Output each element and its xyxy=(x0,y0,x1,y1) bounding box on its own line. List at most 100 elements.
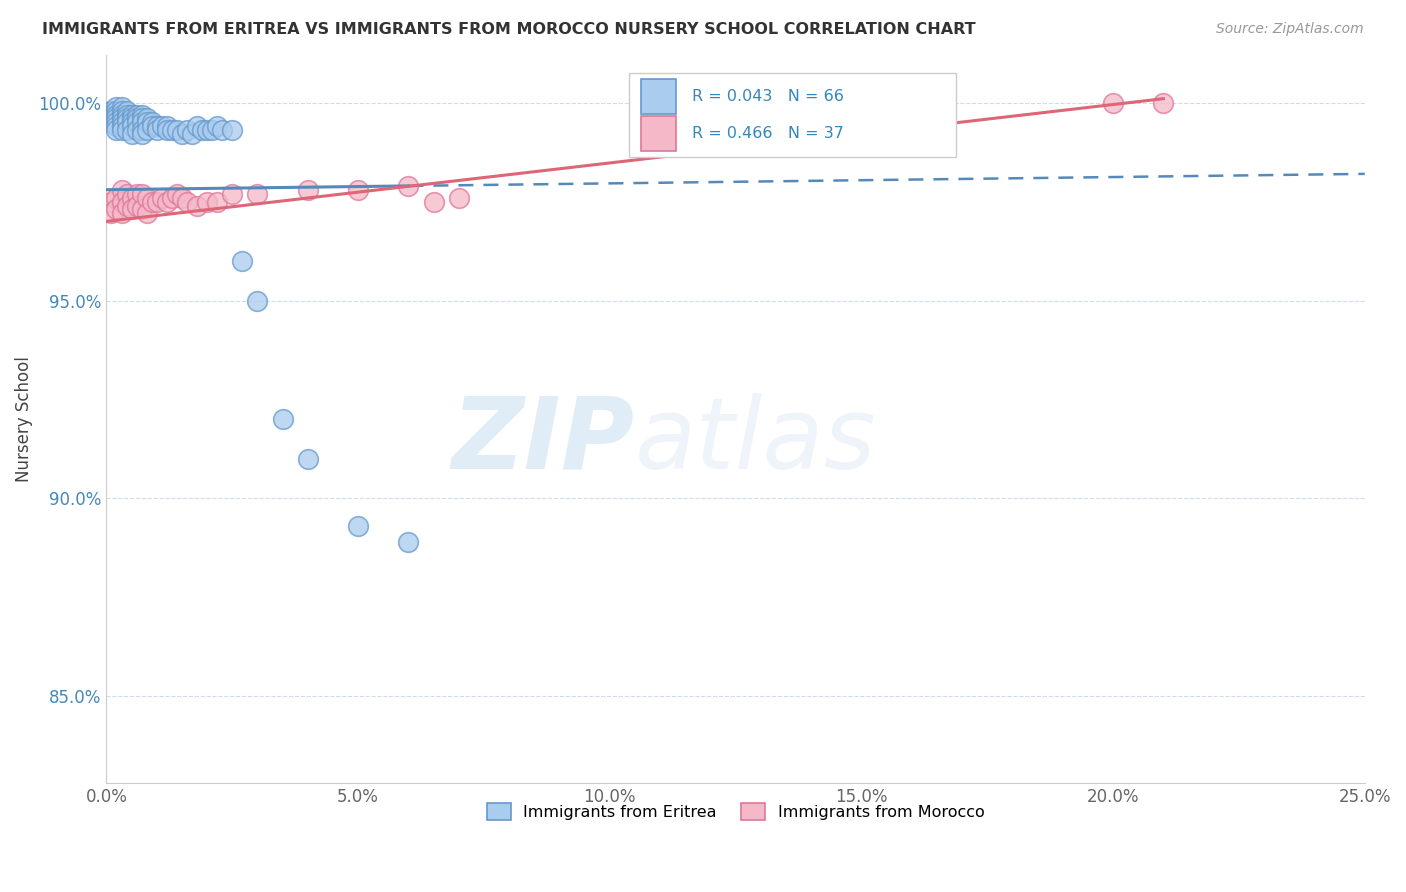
Point xyxy=(231,254,253,268)
Point xyxy=(121,191,143,205)
Point xyxy=(131,123,153,137)
Point xyxy=(221,123,243,137)
Point xyxy=(156,120,179,134)
Bar xyxy=(641,116,676,151)
Point xyxy=(176,123,198,137)
Point xyxy=(141,120,163,134)
Point xyxy=(100,194,122,209)
Point xyxy=(125,115,148,129)
Point xyxy=(211,123,233,137)
Point xyxy=(297,183,319,197)
Point xyxy=(396,535,419,549)
Point xyxy=(135,206,157,220)
Point xyxy=(160,191,183,205)
Point xyxy=(170,191,193,205)
Point xyxy=(115,198,138,212)
Point xyxy=(186,198,208,212)
Point xyxy=(100,112,122,126)
Point xyxy=(135,123,157,137)
Point xyxy=(1152,95,1174,110)
Bar xyxy=(641,79,676,114)
Legend: Immigrants from Eritrea, Immigrants from Morocco: Immigrants from Eritrea, Immigrants from… xyxy=(481,797,991,826)
Point xyxy=(110,123,132,137)
Point xyxy=(141,194,163,209)
Point xyxy=(191,123,214,137)
Point xyxy=(221,186,243,201)
FancyBboxPatch shape xyxy=(628,73,956,157)
Point xyxy=(205,120,228,134)
Point xyxy=(121,112,143,126)
Point xyxy=(105,103,128,118)
Point xyxy=(347,519,370,533)
Point xyxy=(166,186,188,201)
Point xyxy=(145,123,167,137)
Point xyxy=(100,107,122,121)
Point xyxy=(110,99,132,113)
Point xyxy=(100,103,122,118)
Point xyxy=(110,107,132,121)
Point xyxy=(195,194,218,209)
Point xyxy=(181,128,204,142)
Point xyxy=(422,194,444,209)
Point xyxy=(105,202,128,217)
Point xyxy=(246,293,269,308)
Point xyxy=(396,178,419,193)
Point xyxy=(131,186,153,201)
Point xyxy=(110,194,132,209)
Point xyxy=(125,186,148,201)
Point xyxy=(131,128,153,142)
Point xyxy=(115,107,138,121)
Text: Source: ZipAtlas.com: Source: ZipAtlas.com xyxy=(1216,22,1364,37)
Point xyxy=(110,115,132,129)
Text: R = 0.466   N = 37: R = 0.466 N = 37 xyxy=(692,126,844,141)
Point xyxy=(447,191,470,205)
Point xyxy=(125,112,148,126)
Point xyxy=(105,123,128,137)
Point xyxy=(105,120,128,134)
Point xyxy=(160,123,183,137)
Y-axis label: Nursery School: Nursery School xyxy=(15,356,32,483)
Point xyxy=(156,123,179,137)
Point xyxy=(131,115,153,129)
Point xyxy=(135,115,157,129)
Point xyxy=(121,120,143,134)
Point xyxy=(115,103,138,118)
Point xyxy=(145,194,167,209)
Text: ZIP: ZIP xyxy=(451,392,636,490)
Point xyxy=(100,206,122,220)
Text: atlas: atlas xyxy=(636,392,876,490)
Point xyxy=(125,123,148,137)
Point xyxy=(121,128,143,142)
Point xyxy=(105,115,128,129)
Point xyxy=(121,115,143,129)
Point xyxy=(121,107,143,121)
Point xyxy=(110,120,132,134)
Point xyxy=(115,115,138,129)
Point xyxy=(1102,95,1125,110)
Point xyxy=(115,186,138,201)
Point xyxy=(105,107,128,121)
Point xyxy=(121,202,143,217)
Point xyxy=(271,412,294,426)
Text: R = 0.043   N = 66: R = 0.043 N = 66 xyxy=(692,89,844,104)
Point xyxy=(110,103,132,118)
Point xyxy=(105,99,128,113)
Point xyxy=(125,198,148,212)
Point xyxy=(150,120,173,134)
Point xyxy=(141,115,163,129)
Point xyxy=(145,120,167,134)
Point xyxy=(166,123,188,137)
Point xyxy=(115,112,138,126)
Point xyxy=(110,183,132,197)
Point xyxy=(205,194,228,209)
Point xyxy=(100,115,122,129)
Point xyxy=(115,123,138,137)
Text: IMMIGRANTS FROM ERITREA VS IMMIGRANTS FROM MOROCCO NURSERY SCHOOL CORRELATION CH: IMMIGRANTS FROM ERITREA VS IMMIGRANTS FR… xyxy=(42,22,976,37)
Point xyxy=(201,123,224,137)
Point xyxy=(131,112,153,126)
Point xyxy=(105,112,128,126)
Point xyxy=(131,202,153,217)
Point xyxy=(156,194,179,209)
Point xyxy=(131,107,153,121)
Point xyxy=(110,112,132,126)
